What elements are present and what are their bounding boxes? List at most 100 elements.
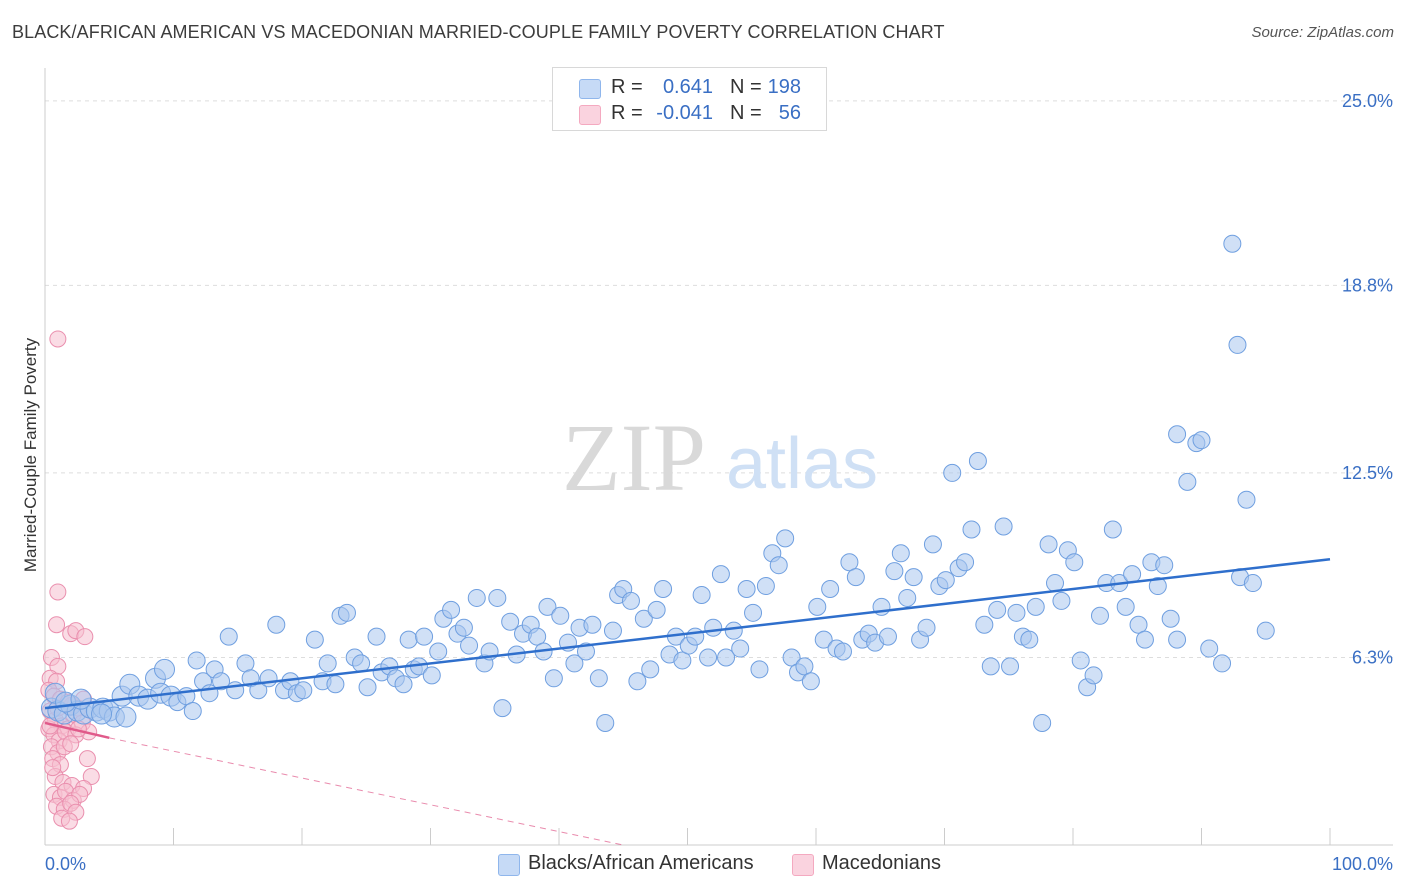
data-point-blacks [422,666,441,685]
data-point-blacks [1065,553,1084,572]
data-point-macedonians [62,735,80,753]
data-point-blacks [1237,490,1256,509]
data-point-blacks [267,615,286,634]
data-point-blacks [565,654,584,673]
data-point-blacks [337,603,356,622]
data-point-blacks [943,463,962,482]
data-point-blacks [1001,657,1020,676]
data-point-blacks [1228,335,1247,354]
data-point-blacks [699,648,718,667]
data-point-blacks [1213,654,1232,673]
data-point-blacks [1020,630,1039,649]
data-point-blacks [904,568,923,587]
data-point-blacks [628,672,647,691]
data-point-blacks [399,630,418,649]
data-point-blacks [501,612,520,631]
data-point-blacks [1148,577,1167,596]
data-point-blacks [367,627,386,646]
y-tick-label: 12.5% [1342,463,1393,483]
data-point-blacks [769,556,788,575]
data-point-blacks [454,618,473,637]
data-point-blacks [801,672,820,691]
legend-r-value: 0.641 [662,76,713,98]
data-point-macedonians [78,750,96,768]
data-point-blacks [840,553,859,572]
data-point-blacks [634,609,653,628]
watermark-atlas: atlas [726,424,878,504]
data-point-blacks [183,702,202,721]
y-tick-label: 25.0% [1342,91,1393,111]
data-point-blacks [750,660,769,679]
data-point-blacks [493,699,512,718]
data-point-blacks [596,713,615,732]
bottom-legend-swatch-pink [792,854,814,876]
data-point-blacks [704,618,723,637]
data-point-blacks [576,642,595,661]
data-point-blacks [673,651,692,670]
data-point-blacks [1168,425,1187,444]
legend-n-value: 56 [778,102,801,124]
legend-n-label: N = [730,76,762,98]
data-point-blacks [962,520,981,539]
data-point-blacks [878,627,897,646]
data-point-blacks [891,544,910,563]
data-point-blacks [551,606,570,625]
data-point-blacks [968,452,987,471]
data-point-blacks [70,688,92,710]
data-point-blacks [187,651,206,670]
data-point-blacks [442,600,461,619]
axes [44,68,1393,846]
data-point-blacks [91,703,113,725]
data-point-macedonians [76,628,94,646]
data-point-blacks [917,618,936,637]
data-point-blacks [737,580,756,599]
macedonian-points [40,330,100,830]
chart-title: BLACK/AFRICAN AMERICAN VS MACEDONIAN MAR… [12,22,945,42]
data-point-blacks [538,597,557,616]
data-point-blacks [294,681,313,700]
legend-r-label: R = [611,102,643,124]
data-point-blacks [686,627,705,646]
data-point-blacks [1039,535,1058,554]
data-point-blacks [923,535,942,554]
data-point-blacks [782,648,801,667]
bottom-legend-swatch-blue [498,854,520,876]
data-point-blacks [1033,713,1052,732]
data-point-blacks [647,600,666,619]
data-point-blacks [358,678,377,697]
x-tick-label: 100.0% [1332,854,1393,874]
trend-lines [44,557,1331,846]
data-point-blacks [692,585,711,604]
data-point-blacks [936,571,955,590]
data-point-blacks [1123,565,1142,584]
data-point-blacks [352,654,371,673]
data-point-macedonians [82,768,100,786]
data-point-macedonians [48,616,66,634]
data-point-blacks [1178,472,1197,491]
data-point-blacks [589,669,608,688]
data-point-blacks [717,648,736,667]
data-point-blacks [1129,615,1148,634]
data-point-blacks [1168,630,1187,649]
data-point-blacks [326,675,345,694]
y-axis-label: Married-Couple Family Poverty [21,337,40,572]
data-point-blacks [394,675,413,694]
data-point-blacks [1090,606,1109,625]
data-point-blacks [1161,609,1180,628]
legend-swatch-pink [579,105,601,125]
data-point-blacks [1046,574,1065,593]
data-point-blacks [885,562,904,581]
data-point-blacks [1256,621,1275,640]
bottom-legend-label: Blacks/African Americans [528,852,754,874]
legend-row-blacks: R = 0.641 N = 198 [553,75,826,101]
data-point-blacks [1116,597,1135,616]
legend-r-label: R = [611,76,643,98]
data-point-blacks [259,669,278,688]
data-point-blacks [583,615,602,634]
watermark: ZIP atlas [562,404,878,511]
data-point-blacks [975,615,994,634]
correlation-legend: R = 0.641 N = 198 R = -0.041 N = 56 [552,67,827,131]
legend-swatch-blue [579,79,601,99]
data-point-blacks [318,654,337,673]
